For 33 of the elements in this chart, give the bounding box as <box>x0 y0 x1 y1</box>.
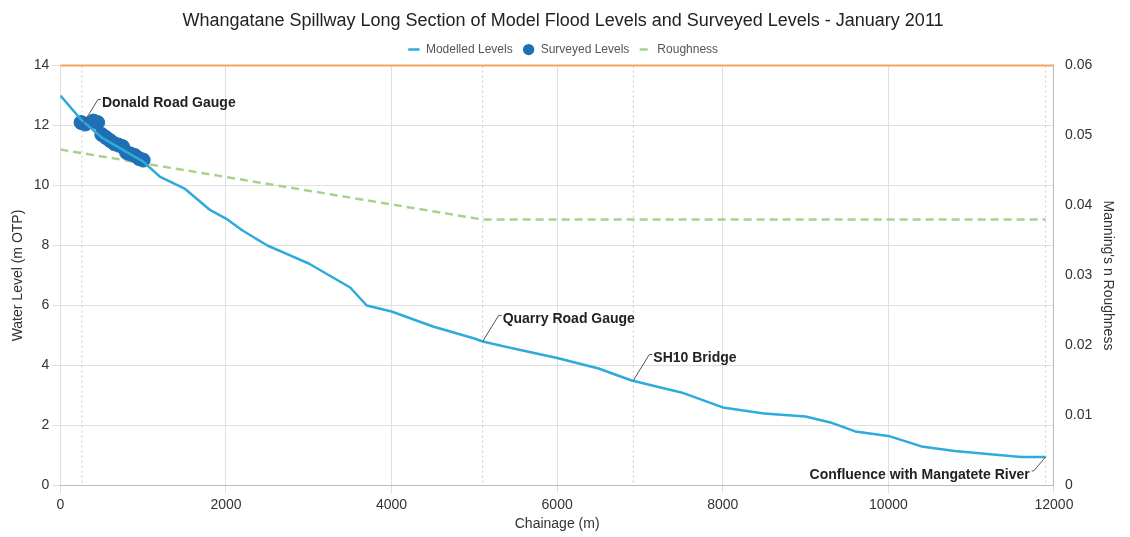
legend-label: Roughness <box>657 41 719 56</box>
legend-label: Surveyed Levels <box>540 41 630 56</box>
annotation: Quarry Road Gauge <box>502 310 636 327</box>
x-tick-label: 6000 <box>541 495 573 512</box>
x-tick-label: 10000 <box>868 495 909 512</box>
y-tick-label: 0 <box>41 476 50 493</box>
legend-label: Modelled Levels <box>425 41 513 56</box>
y-tick-label: 6 <box>41 296 50 313</box>
y2-axis-title: Manning's n Roughness <box>1100 200 1117 351</box>
y2-tick-label: 0.06 <box>1064 56 1093 73</box>
y2-tick-label: 0.01 <box>1064 406 1093 423</box>
y-tick-label: 4 <box>41 356 50 373</box>
x-axis-title: Chainage (m) <box>514 515 600 532</box>
y2-tick-label: 0.05 <box>1064 126 1093 143</box>
y-tick-label: 12 <box>33 116 50 133</box>
y-tick-label: 14 <box>33 56 50 73</box>
y2-tick-label: 0.04 <box>1064 196 1093 213</box>
x-tick-label: 2000 <box>210 495 242 512</box>
y-tick-label: 10 <box>33 176 50 193</box>
x-tick-label: 4000 <box>375 495 408 512</box>
x-tick-label: 12000 <box>1034 495 1074 512</box>
annotation: SH10 Bridge <box>653 349 737 366</box>
y2-tick-label: 0.03 <box>1064 266 1093 283</box>
annotation: Confluence with Mangatete River <box>809 465 1031 482</box>
y2-tick-label: 0.02 <box>1064 336 1093 353</box>
y-tick-label: 8 <box>41 236 50 253</box>
y-axis-title: Water Level (m OTP) <box>9 209 26 342</box>
y-tick-label: 2 <box>41 416 50 433</box>
x-tick-label: 0 <box>56 495 65 512</box>
annotation: Donald Road Gauge <box>101 94 236 111</box>
y2-tick-label: 0 <box>1064 476 1073 493</box>
x-tick-label: 8000 <box>707 495 739 512</box>
chart-title: Whangatane Spillway Long Section of Model Flood Levels and Surveyed Levels - January 2011 <box>182 9 944 30</box>
